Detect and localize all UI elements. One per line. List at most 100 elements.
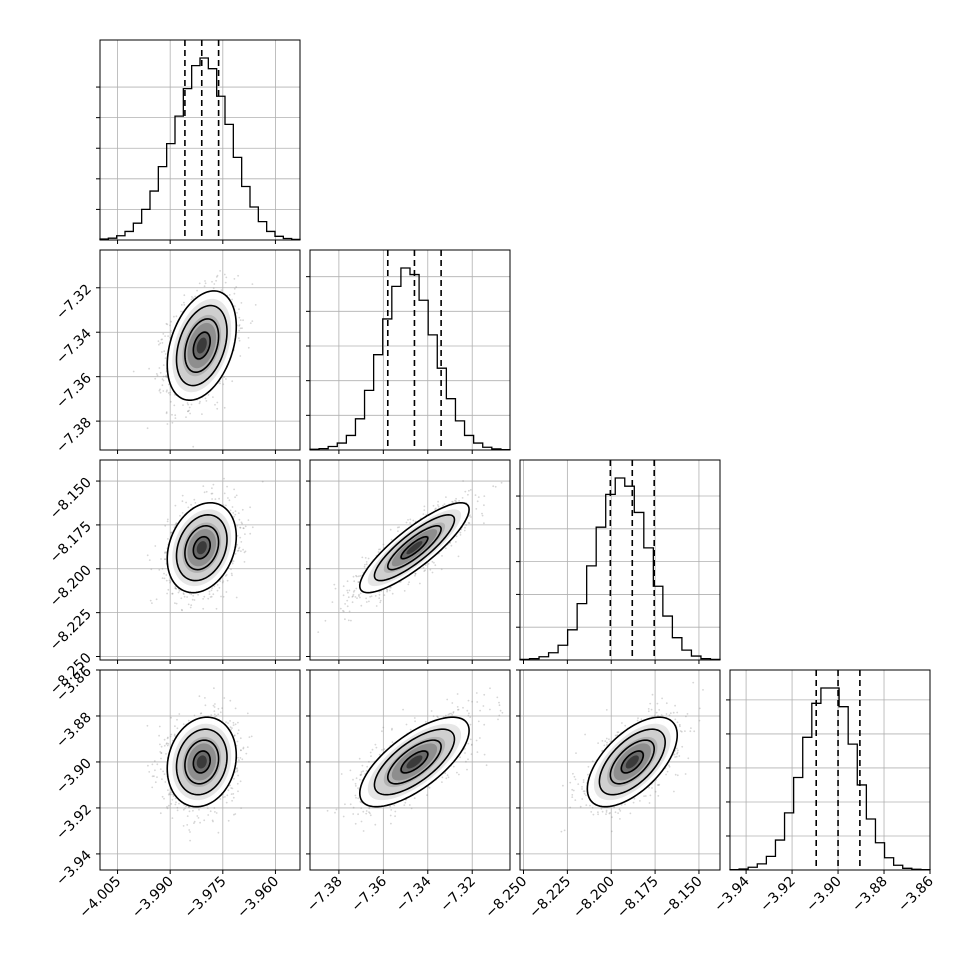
scatter-point — [229, 726, 232, 729]
scatter-point — [239, 355, 242, 357]
scatter-point — [211, 280, 213, 283]
scatter-point — [215, 276, 218, 278]
scatter-point — [166, 323, 169, 326]
scatter-point — [161, 577, 164, 579]
scatter-point — [467, 493, 469, 496]
scatter-point — [163, 350, 166, 353]
scatter-point — [389, 528, 392, 531]
scatter-point — [233, 287, 236, 290]
scatter-point — [213, 585, 216, 588]
scatter-point — [242, 319, 245, 322]
scatter-point — [148, 559, 151, 561]
scatter-point — [228, 294, 231, 296]
scatter-point — [240, 749, 242, 752]
scatter-point — [237, 512, 240, 514]
scatter-point — [159, 342, 162, 345]
scatter-point — [409, 518, 412, 521]
scatter-point — [151, 602, 153, 604]
scatter-point — [170, 531, 173, 534]
scatter-point — [370, 595, 373, 598]
scatter-point — [171, 592, 174, 595]
panel-frame — [309, 249, 511, 451]
scatter-point — [151, 763, 154, 766]
scatter-point — [158, 734, 161, 737]
scatter-point — [199, 400, 201, 403]
scatter-point — [194, 295, 197, 298]
scatter-point — [174, 602, 176, 604]
scatter-point — [414, 572, 417, 575]
scatter-point — [165, 374, 168, 377]
scatter-point — [396, 526, 399, 529]
scatter-point — [234, 305, 236, 307]
scatter-point — [419, 582, 421, 585]
scatter-point — [435, 507, 437, 510]
scatter-point — [203, 491, 206, 494]
scatter-point — [175, 602, 178, 605]
scatter-point — [232, 560, 235, 563]
scatter-point — [377, 551, 380, 553]
scatter-point — [167, 804, 170, 807]
scatter-point — [174, 585, 177, 588]
scatter-point — [455, 535, 458, 538]
scatter-point — [386, 588, 388, 590]
scatter-point — [386, 589, 389, 592]
scatter-point — [225, 574, 228, 576]
histogram-2 — [309, 267, 511, 451]
scatter-point — [414, 572, 417, 575]
scatter-point — [219, 382, 221, 385]
scatter-point — [202, 485, 205, 487]
scatter-point — [431, 571, 434, 574]
scatter-point — [192, 594, 195, 597]
scatter-point — [211, 487, 213, 490]
scatter-point — [351, 601, 354, 604]
scatter-point — [348, 610, 351, 613]
scatter-point — [352, 593, 355, 596]
scatter-point — [223, 492, 226, 495]
scatter-point — [390, 538, 393, 541]
scatter-point — [178, 802, 180, 805]
scatter-point — [169, 400, 172, 403]
scatter-point — [211, 492, 214, 495]
scatter-point — [164, 375, 167, 378]
scatter-point — [203, 285, 206, 288]
scatter-point — [216, 584, 219, 586]
scatter-point — [198, 402, 201, 405]
scatter-point — [182, 593, 185, 595]
scatter-point — [186, 815, 189, 817]
scatter-point — [224, 575, 227, 577]
scatter-point — [207, 597, 210, 600]
scatter-point — [445, 496, 447, 498]
scatter-point — [423, 509, 426, 511]
scatter-point — [190, 593, 193, 596]
scatter-point — [193, 820, 196, 823]
scatter-point — [242, 747, 245, 750]
scatter-point — [249, 532, 252, 535]
scatter-point — [227, 819, 230, 822]
scatter-point — [223, 697, 226, 699]
scatter-point — [163, 744, 166, 747]
scatter-point — [204, 704, 207, 707]
scatter-point — [171, 592, 174, 595]
scatter-point — [240, 550, 242, 553]
scatter-point — [223, 376, 226, 378]
panel-3-2 — [317, 480, 503, 633]
scatter-point — [166, 389, 168, 392]
scatter-point — [167, 392, 170, 394]
scatter-point — [174, 414, 177, 417]
scatter-point — [201, 413, 203, 415]
scatter-point — [164, 357, 167, 360]
scatter-point — [342, 585, 345, 588]
scatter-point — [334, 587, 337, 590]
scatter-point — [353, 589, 356, 592]
scatter-point — [398, 526, 400, 528]
scatter-point — [356, 575, 358, 578]
scatter-point — [386, 590, 388, 593]
panel-frame — [729, 669, 931, 871]
scatter-point — [243, 561, 246, 563]
scatter-point — [173, 393, 176, 396]
scatter-point — [238, 546, 241, 549]
scatter-point — [181, 609, 184, 612]
scatter-point — [191, 296, 193, 298]
scatter-point — [352, 575, 355, 578]
